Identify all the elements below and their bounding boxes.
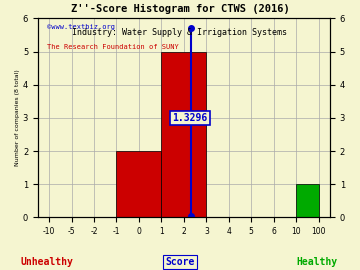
Y-axis label: Number of companies (8 total): Number of companies (8 total) (15, 70, 20, 166)
Text: Score: Score (165, 257, 195, 267)
Bar (296, 184, 319, 217)
Text: ©www.textbiz.org: ©www.textbiz.org (47, 25, 114, 31)
Text: Z''-Score Histogram for CTWS (2016): Z''-Score Histogram for CTWS (2016) (71, 4, 289, 14)
Bar (117, 151, 161, 217)
Text: Industry: Water Supply & Irrigation Systems: Industry: Water Supply & Irrigation Syst… (72, 28, 288, 37)
Text: The Research Foundation of SUNY: The Research Foundation of SUNY (47, 44, 179, 50)
Text: 1.3296: 1.3296 (172, 113, 208, 123)
Text: Unhealthy: Unhealthy (21, 257, 73, 267)
Text: Healthy: Healthy (296, 257, 337, 267)
Bar (161, 52, 206, 217)
